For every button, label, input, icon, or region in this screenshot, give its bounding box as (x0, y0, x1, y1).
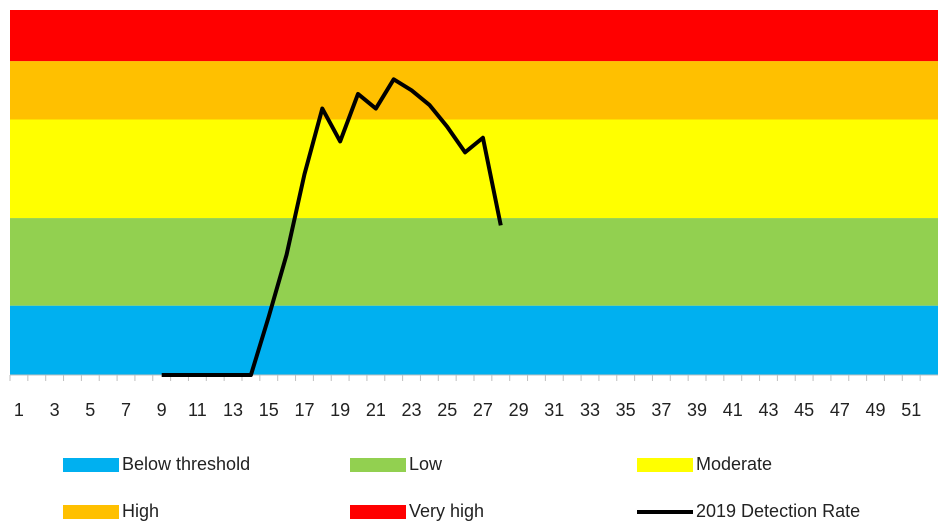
x-tick-label: 7 (121, 400, 131, 420)
x-tick-label: 37 (651, 400, 671, 420)
x-tick-label: 31 (544, 400, 564, 420)
x-tick-label: 33 (580, 400, 600, 420)
legend-swatch (637, 458, 693, 472)
x-tick-label: 1 (14, 400, 24, 420)
x-tick-label: 35 (616, 400, 636, 420)
x-tick-label: 11 (188, 400, 207, 420)
band (10, 218, 938, 306)
x-tick-label: 43 (758, 400, 778, 420)
legend-swatch (350, 505, 406, 519)
data-line (161, 77, 503, 377)
legend-swatch (350, 458, 406, 472)
x-tick-label: 13 (223, 400, 243, 420)
x-tick-label: 51 (901, 400, 921, 420)
x-tick-label: 15 (259, 400, 279, 420)
legend-label: Moderate (696, 454, 772, 474)
x-tick-label: 9 (157, 400, 167, 420)
x-tick-label: 23 (402, 400, 422, 420)
band (10, 305, 938, 375)
legend-label: Very high (409, 501, 484, 521)
legend-label: High (122, 501, 159, 521)
legend-label: 2019 Detection Rate (696, 501, 860, 521)
x-tick-label: 21 (366, 400, 386, 420)
x-tick-label: 39 (687, 400, 707, 420)
x-tick-label: 19 (330, 400, 350, 420)
x-tick-label: 3 (50, 400, 60, 420)
legend-label: Low (409, 454, 443, 474)
legend-label: Below threshold (122, 454, 250, 474)
band (10, 119, 938, 219)
x-tick-label: 41 (723, 400, 743, 420)
x-tick-label: 25 (437, 400, 457, 420)
legend-swatch (63, 505, 119, 519)
x-tick-label: 27 (473, 400, 493, 420)
x-tick-label: 45 (794, 400, 814, 420)
x-tick-label: 17 (294, 400, 314, 420)
band (10, 61, 938, 120)
legend-swatch (63, 458, 119, 472)
x-tick-label: 47 (830, 400, 850, 420)
band (10, 10, 938, 62)
x-tick-label: 29 (509, 400, 529, 420)
x-tick-label: 5 (85, 400, 95, 420)
x-tick-label: 49 (866, 400, 886, 420)
